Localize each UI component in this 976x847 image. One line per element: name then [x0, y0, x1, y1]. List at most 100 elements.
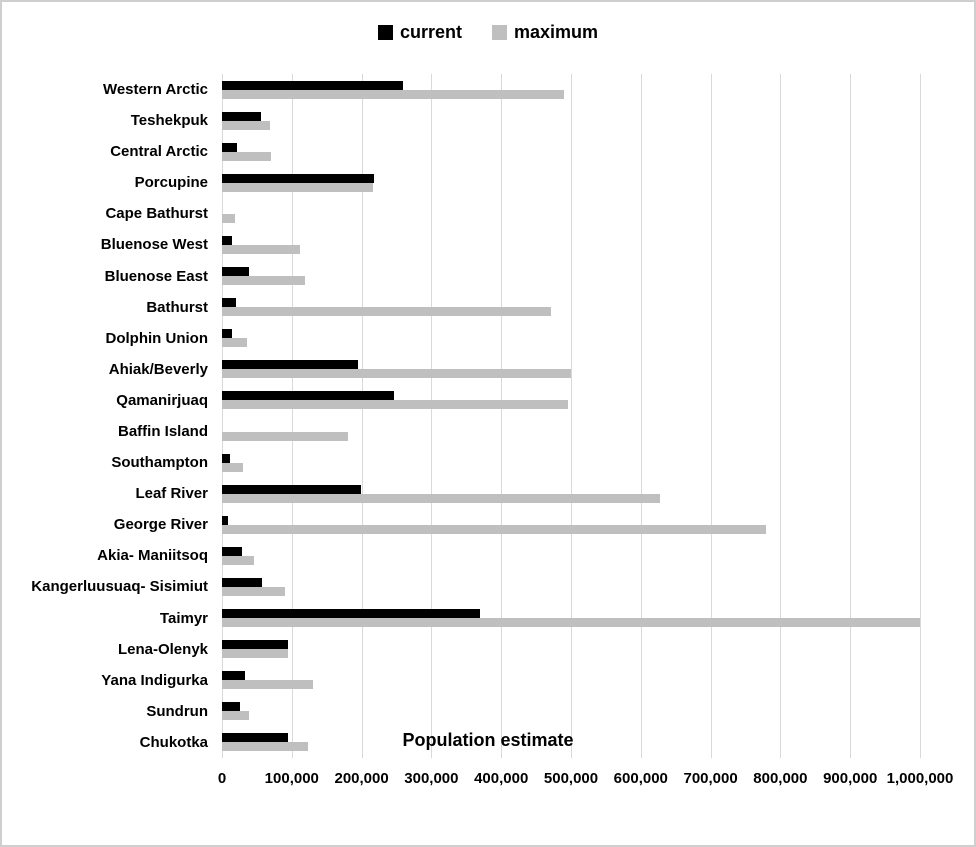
category-label: Akia- Maniitsoq [97, 547, 208, 565]
gridline [780, 74, 782, 758]
gridline [501, 74, 503, 758]
chart-row: Akia- Maniitsoq [97, 540, 920, 571]
current-bar [222, 111, 262, 121]
chart-row: Qamanirjuaq [116, 385, 920, 416]
maximum-bar [222, 680, 313, 690]
chart-row: Sundrun [146, 696, 920, 727]
maximum-bar [222, 462, 243, 472]
chart-row: Southampton [111, 447, 920, 478]
gridline [291, 74, 293, 758]
gridline [361, 74, 363, 758]
chart-row: Western Arctic [103, 74, 920, 105]
legend-label-current: current [399, 22, 462, 42]
category-label: Lena-Olenyk [117, 640, 208, 658]
maximum-bar [222, 244, 301, 254]
current-bar [222, 484, 361, 494]
x-tick-label: 200,000 [334, 770, 389, 787]
legend-item-maximum: maximum [491, 22, 599, 43]
chart-row: Porcupine [135, 167, 920, 198]
maximum-bar [222, 618, 920, 628]
gridline [571, 74, 572, 758]
x-tick-label: 800,000 [753, 770, 808, 787]
category-label: Leaf River [135, 485, 208, 503]
x-tick-label: 500,000 [543, 770, 599, 787]
category-label: Bluenose East [104, 267, 208, 285]
current-bar [222, 577, 262, 587]
gridline [920, 74, 921, 758]
category-label: Bluenose West [100, 236, 208, 254]
maximum-bar [222, 120, 271, 130]
category-label: Qamanirjuaq [116, 391, 208, 409]
current-bar [222, 733, 288, 743]
legend-label-maximum: maximum [513, 22, 599, 42]
chart-row: Lena-Olenyk [118, 634, 920, 665]
gridline [850, 74, 852, 758]
category-label: Chukotka [139, 733, 208, 751]
maximum-bar [222, 742, 308, 752]
chart-row: Cape Bathurst [105, 198, 920, 229]
maximum-bar [222, 431, 348, 441]
chart-row: Central Arctic [110, 136, 920, 167]
category-label: Sundrun [146, 702, 208, 720]
current-bar [222, 298, 236, 308]
maximum-bar [222, 369, 571, 379]
chart-row: Ahiak/Beverly [109, 354, 920, 385]
current-bar [222, 235, 233, 245]
category-label: Bathurst [146, 298, 208, 316]
maximum-bar [222, 151, 271, 161]
category-label: Kangerluusuaq- Sisimiut [31, 578, 208, 596]
gridline [222, 74, 223, 758]
x-tick-label: 700,000 [683, 770, 738, 787]
legend-item-current: current [377, 22, 462, 43]
chart-row: George River [114, 509, 920, 540]
chart-row: Baffin Island [118, 416, 920, 447]
gridline [640, 74, 642, 758]
current-bar [222, 329, 233, 339]
category-label: Western Arctic [102, 81, 208, 99]
chart-row: Bluenose West [101, 229, 920, 260]
maximum-bar [222, 276, 306, 286]
chart-row: Leaf River [135, 478, 920, 509]
gridline [710, 74, 712, 758]
maximum-swatch-icon [491, 25, 507, 40]
chart-row: Chukotka [140, 727, 920, 758]
x-axis-title: Population estimate [402, 730, 574, 750]
maximum-bar [222, 213, 236, 223]
current-bar [222, 640, 289, 650]
current-bar [222, 267, 250, 277]
maximum-bar [222, 524, 767, 534]
maximum-bar [222, 89, 565, 99]
x-tick-label: 300,000 [404, 770, 459, 787]
category-label: Baffin Island [117, 423, 208, 441]
x-tick-label: 400,000 [474, 770, 529, 787]
gridline [431, 74, 433, 758]
plot-area: 0 100,000 200,000 300,000 400,000 500,000 600,… [31, 74, 953, 787]
chart-row: Kangerluusuaq- Sisimiut [31, 571, 920, 602]
category-label: Southampton [111, 454, 208, 472]
current-bar [222, 546, 242, 556]
current-bar [222, 80, 403, 90]
category-label: Central Arctic [110, 143, 208, 161]
maximum-bar [222, 649, 289, 659]
maximum-bar [222, 493, 661, 503]
category-label: Dolphin Union [105, 329, 208, 347]
chart-row: Bathurst [146, 292, 920, 323]
maximum-bar [222, 586, 285, 596]
maximum-bar [222, 711, 250, 721]
current-bar [222, 360, 359, 370]
current-bar [222, 671, 246, 681]
current-bar [222, 173, 375, 183]
x-tick-label: 600,000 [613, 770, 668, 787]
current-swatch-icon [377, 25, 393, 40]
category-label: Teshekpuk [130, 112, 208, 130]
chart-row: Bluenose East [105, 261, 920, 292]
current-bar [222, 391, 394, 401]
chart-row: Teshekpuk [131, 105, 920, 136]
chart-row: Taimyr [160, 603, 920, 634]
maximum-bar [222, 307, 552, 317]
current-bar [222, 609, 481, 619]
category-label: Cape Bathurst [105, 205, 208, 223]
category-label: Porcupine [134, 174, 208, 192]
category-label: Ahiak/Beverly [108, 360, 208, 378]
